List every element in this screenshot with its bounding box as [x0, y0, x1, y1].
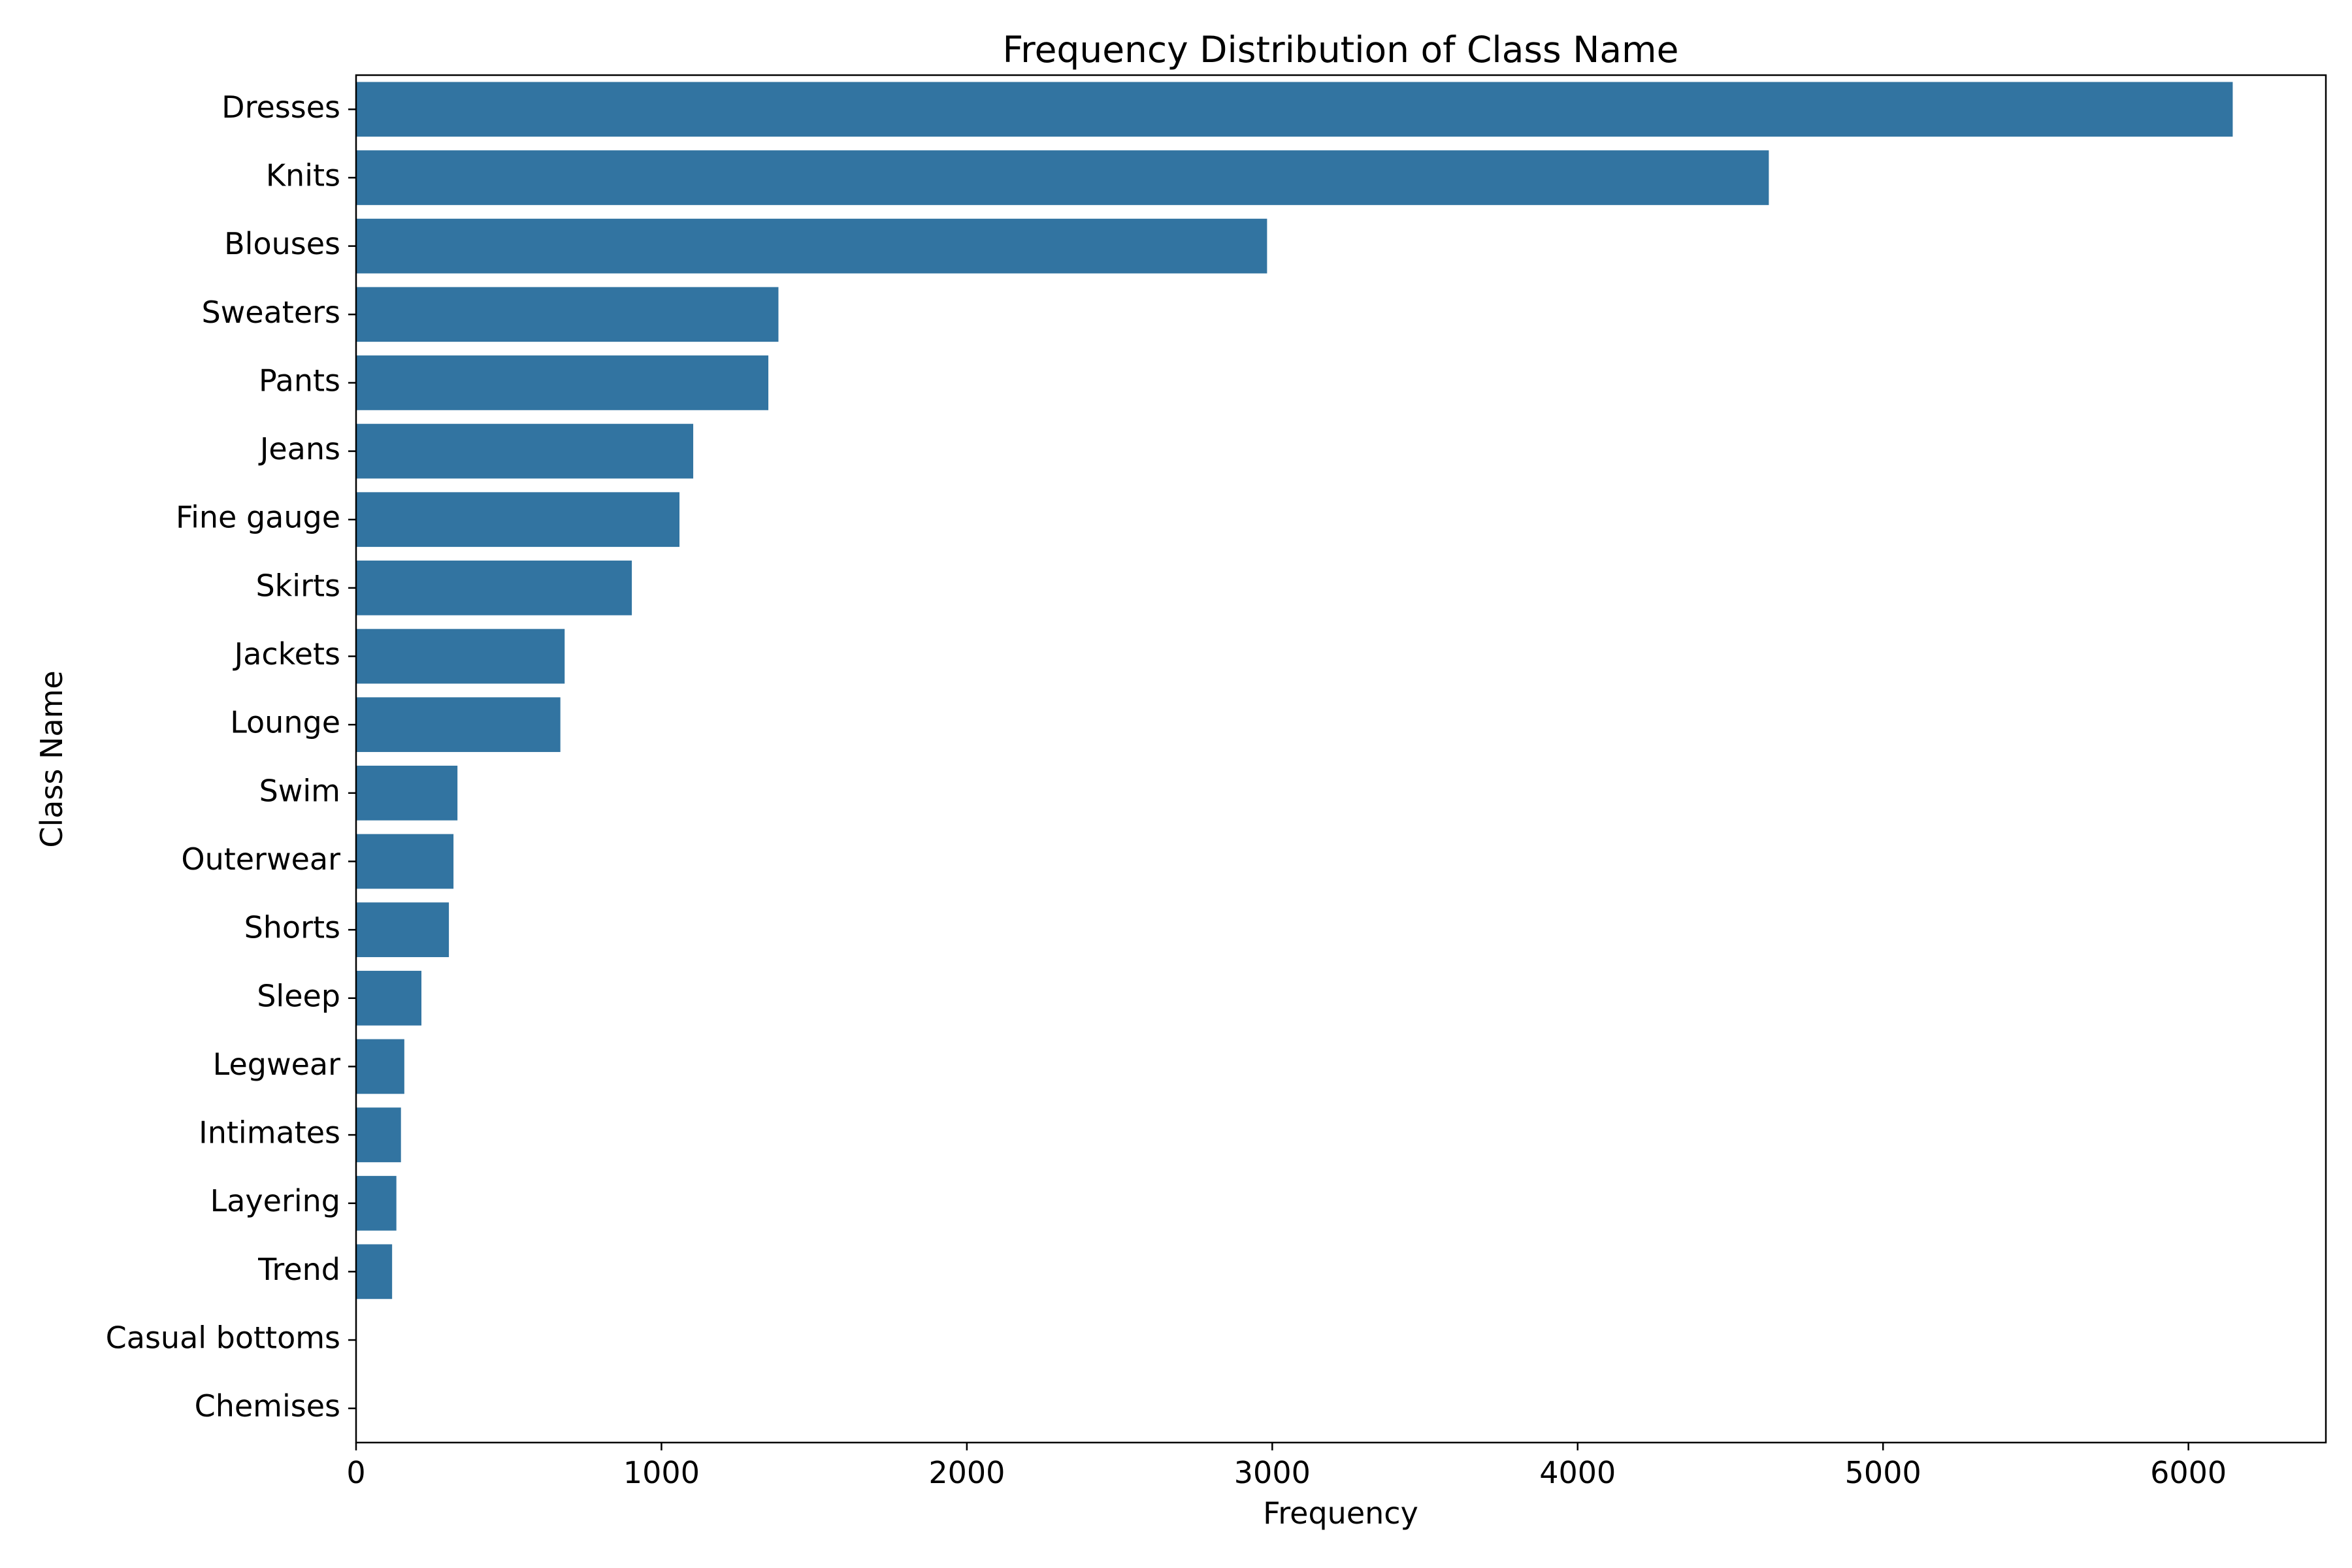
bar-jackets	[356, 629, 565, 684]
y-tick-label-swim: Swim	[259, 773, 340, 808]
bar-layering	[356, 1175, 397, 1231]
y-tick-label-blouses: Blouses	[224, 226, 340, 261]
y-tick-label-jeans: Jeans	[258, 431, 340, 466]
y-tick-label-sweaters: Sweaters	[201, 295, 340, 330]
y-tick-label-intimates: Intimates	[199, 1115, 340, 1151]
x-tick-label-3000: 3000	[1234, 1455, 1311, 1490]
y-tick-label-chemises: Chemises	[195, 1388, 340, 1424]
y-tick-label-outerwear: Outerwear	[181, 841, 340, 877]
bar-dresses	[356, 82, 2233, 137]
x-tick-label-4000: 4000	[1539, 1455, 1616, 1490]
bar-intimates	[356, 1107, 401, 1162]
x-tick-label-5000: 5000	[1845, 1455, 1921, 1490]
bar-sweaters	[356, 287, 779, 342]
y-tick-label-dresses: Dresses	[221, 90, 340, 125]
bar-pants	[356, 355, 769, 410]
y-tick-label-casual-bottoms: Casual bottoms	[106, 1320, 340, 1356]
plot-frame	[355, 74, 2327, 1444]
x-tick-label-6000: 6000	[2150, 1455, 2227, 1490]
y-tick-label-pants: Pants	[259, 363, 340, 398]
bar-jeans	[356, 423, 694, 479]
bars-group	[356, 82, 2233, 1436]
x-tick-label-0: 0	[346, 1455, 365, 1490]
x-axis-label: Frequency	[1263, 1495, 1418, 1531]
y-tick-label-shorts: Shorts	[244, 910, 340, 945]
y-tick-label-knits: Knits	[266, 157, 340, 193]
bar-trend	[356, 1244, 393, 1299]
bar-outerwear	[356, 834, 454, 889]
bar-swim	[356, 765, 458, 821]
chart-title: Frequency Distribution of Class Name	[1003, 29, 1679, 71]
bar-knits	[356, 150, 1769, 205]
x-tick-label-2000: 2000	[928, 1455, 1005, 1490]
bar-legwear	[356, 1039, 404, 1094]
y-tick-label-jackets: Jackets	[233, 636, 340, 672]
y-tick-label-sleep: Sleep	[257, 978, 340, 1013]
bar-shorts	[356, 902, 449, 957]
x-axis: 0 1000 2000 3000 4000 5000 6000	[346, 1443, 2227, 1490]
bar-blouses	[356, 218, 1267, 274]
x-tick-label-1000: 1000	[623, 1455, 700, 1490]
bar-fine-gauge	[356, 492, 680, 547]
bar-lounge	[356, 697, 561, 753]
y-axis-label: Class Name	[34, 670, 69, 847]
y-axis: Dresses Knits Blouses Sweaters Pants Jeans Fin…	[106, 90, 356, 1424]
bar-sleep	[356, 970, 422, 1026]
y-tick-label-legwear: Legwear	[213, 1047, 340, 1082]
y-tick-label-lounge: Lounge	[230, 705, 340, 740]
y-tick-label-layering: Layering	[210, 1183, 340, 1218]
bar-skirts	[356, 561, 632, 615]
y-tick-label-fine-gauge: Fine gauge	[176, 500, 340, 535]
y-tick-label-trend: Trend	[257, 1252, 340, 1287]
y-tick-label-skirts: Skirts	[255, 568, 340, 603]
